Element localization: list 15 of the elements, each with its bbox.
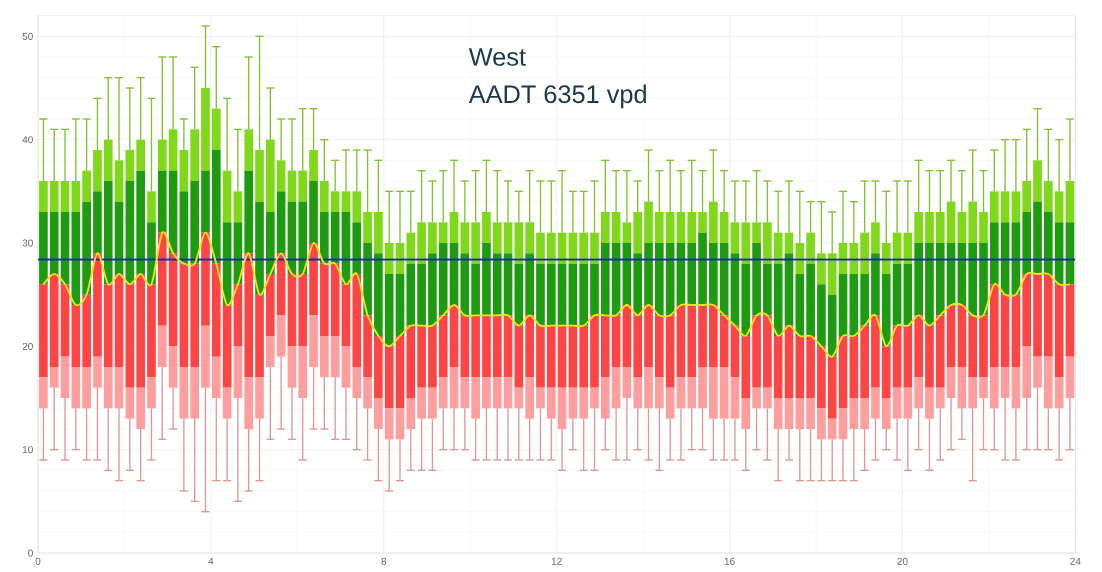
x-tick-label: 12 (551, 557, 562, 565)
y-tick-label: 10 (22, 446, 33, 454)
x-tick-label: 16 (724, 557, 735, 565)
y-tick-label: 30 (22, 239, 33, 247)
text: AADT 6351 vpd (468, 84, 646, 109)
text: West (468, 48, 526, 66)
y-tick-label: 20 (22, 342, 33, 350)
x-tick-label: 0 (35, 557, 41, 565)
y-tick-label: 0 (28, 549, 33, 557)
y-tick-label: 50 (22, 32, 33, 40)
x-tick-label: 20 (897, 557, 908, 565)
x-tick-label: 4 (208, 557, 214, 565)
x-tick-label: 8 (381, 557, 387, 565)
y-tick-label: 40 (22, 136, 33, 144)
x-tick-label: 24 (1070, 557, 1081, 565)
